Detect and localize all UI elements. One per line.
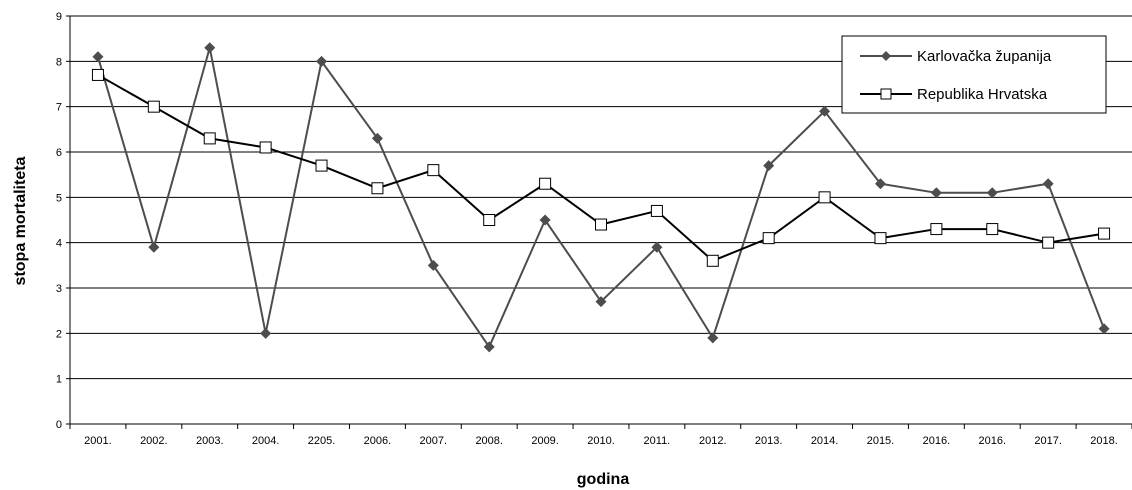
data-point — [650, 204, 663, 217]
x-tick-label: 2009. — [531, 435, 559, 447]
x-tick-label: 2011. — [644, 435, 671, 447]
data-point — [483, 214, 496, 226]
x-tick-label: 2004. — [252, 435, 280, 447]
x-axis-title: godina — [577, 471, 630, 488]
data-point — [818, 191, 831, 204]
data-point — [483, 341, 495, 353]
x-tick-label: 2016. — [978, 435, 1006, 447]
data-point — [707, 332, 719, 344]
x-tick-label: 2205. — [308, 435, 336, 447]
data-point — [986, 187, 998, 199]
x-tick-label: 2007. — [420, 435, 448, 447]
data-point — [930, 223, 943, 236]
x-tick-label: 2008. — [475, 435, 503, 447]
data-point — [1042, 236, 1055, 249]
y-axis-title: stopa mortaliteta — [12, 156, 29, 285]
y-tick-label: 0 — [56, 419, 62, 431]
data-point — [204, 42, 216, 54]
x-tick-label: 2001. — [84, 435, 112, 447]
x-tick-label: 2014. — [811, 435, 839, 447]
x-tick-label: 2013. — [755, 435, 783, 447]
data-point — [763, 160, 775, 172]
y-tick-label: 7 — [56, 102, 62, 114]
data-point — [874, 232, 887, 245]
data-point — [316, 55, 328, 67]
data-point — [539, 214, 551, 226]
data-point — [595, 296, 607, 308]
data-point — [1098, 323, 1110, 335]
x-tick-label: 2016. — [923, 435, 951, 447]
series-0 — [92, 42, 1110, 353]
legend-marker-hrvatska — [880, 88, 892, 100]
data-point — [1098, 227, 1111, 240]
data-point — [371, 132, 383, 144]
data-point — [259, 141, 272, 154]
data-point — [371, 182, 384, 195]
legend-label-hrvatska: Republika Hrvatska — [917, 86, 1048, 103]
legend: Karlovačka županija Republika Hrvatska — [841, 35, 1107, 114]
data-point — [92, 51, 104, 63]
legend-label-karlovacka: Karlovačka županija — [917, 48, 1052, 65]
axes — [66, 15, 1132, 429]
data-point — [930, 187, 942, 199]
x-tick-label: 2018. — [1090, 435, 1118, 447]
x-tick-label: 2003. — [196, 435, 224, 447]
y-tick-label: 5 — [56, 192, 62, 204]
data-point — [260, 327, 272, 339]
data-point — [539, 177, 552, 190]
x-tick-label: 2002. — [140, 435, 168, 447]
y-tick-label: 6 — [56, 147, 62, 159]
y-tick-label: 4 — [56, 238, 62, 250]
series-1 — [91, 68, 1111, 267]
tick-labels: 0 1 2 3 4 5 6 7 8 9 2001. 2002. 2003. 2004. 2205. 2006.… — [56, 11, 1118, 447]
data-point — [595, 218, 607, 231]
legend-box — [841, 35, 1107, 114]
x-tick-label: 2006. — [364, 435, 392, 447]
data-point — [203, 132, 216, 145]
y-tick-label: 8 — [56, 56, 62, 68]
y-tick-label: 2 — [56, 328, 62, 340]
data-point — [986, 223, 999, 236]
data-point — [427, 164, 440, 177]
y-tick-label: 9 — [56, 11, 62, 23]
data-point — [148, 241, 160, 253]
data-point — [819, 105, 831, 117]
x-tick-label: 2015. — [867, 435, 895, 447]
y-tick-label: 3 — [56, 283, 62, 295]
data-point — [762, 232, 775, 245]
x-tick-label: 2012. — [699, 435, 727, 447]
x-tick-label: 2017. — [1034, 435, 1062, 447]
data-point — [874, 178, 886, 190]
data-point — [706, 254, 719, 267]
y-tick-label: 1 — [56, 374, 62, 386]
data-point — [147, 100, 160, 113]
legend-marker-karlovacka — [881, 51, 891, 61]
series-group — [91, 42, 1111, 353]
data-point — [315, 159, 328, 172]
data-point — [651, 241, 663, 253]
data-point — [1042, 178, 1054, 190]
x-tick-label: 2010. — [587, 435, 615, 447]
data-point — [427, 259, 439, 271]
data-point — [91, 68, 104, 81]
